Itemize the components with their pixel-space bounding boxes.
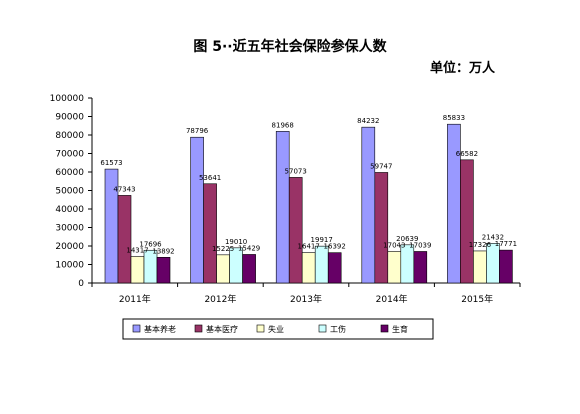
bar	[301, 252, 316, 284]
y-tick-label: 20000	[55, 242, 84, 252]
data-label: 20639	[396, 235, 418, 243]
data-label: 81968	[272, 121, 294, 129]
data-label: 17696	[139, 240, 162, 248]
x-category-label: 2011年	[119, 293, 151, 305]
bar	[413, 251, 428, 284]
bar	[117, 195, 132, 284]
x-category-label: 2014年	[376, 293, 408, 305]
y-tick-label: 80000	[55, 131, 84, 141]
data-label: 17326	[469, 241, 492, 249]
data-label: 15225	[212, 245, 234, 253]
axes: 0 10000 20000 30000 40000 50000 60000 70000 8000…	[50, 94, 521, 305]
bar	[314, 245, 329, 284]
data-label: 57073	[285, 167, 307, 175]
x-category-label: 2013年	[290, 293, 322, 305]
data-label: 17043	[383, 241, 405, 249]
legend-swatch	[318, 324, 327, 333]
data-label: 19010	[225, 238, 247, 246]
data-label: 16392	[324, 243, 346, 251]
unit-label: 单位：万人	[430, 61, 496, 76]
legend-label: 失业	[268, 324, 284, 334]
data-label: 59747	[370, 162, 392, 170]
bar	[288, 177, 303, 284]
bar	[447, 123, 461, 284]
data-label: 13892	[152, 247, 174, 255]
data-label: 17039	[409, 241, 431, 249]
legend-box	[122, 318, 434, 340]
y-tick-label: 50000	[55, 187, 84, 197]
data-label: 21432	[482, 233, 504, 241]
data-label: 61573	[100, 159, 122, 167]
data-label: 15429	[238, 244, 260, 252]
y-tick-label: 70000	[55, 150, 84, 160]
legend-swatch	[132, 324, 141, 333]
bar	[275, 131, 290, 284]
legend-label: 基本养老	[144, 324, 176, 334]
data-label: 19917	[311, 236, 333, 244]
legend-swatch	[256, 324, 265, 333]
legend-label: 基本医疗	[206, 324, 238, 334]
y-tick-label: 40000	[55, 205, 84, 215]
bar	[374, 172, 389, 284]
bar	[361, 126, 376, 284]
y-tick-label: 0	[78, 279, 84, 289]
legend-swatch	[380, 324, 389, 333]
data-label: 53641	[199, 174, 221, 182]
data-label: 17771	[495, 240, 517, 248]
x-category-label: 2015年	[461, 293, 493, 305]
bar	[229, 247, 243, 284]
bar	[486, 243, 500, 284]
data-label: 78796	[186, 127, 209, 135]
bar	[387, 251, 402, 284]
legend-label: 生育	[392, 324, 408, 334]
y-tick-label: 10000	[55, 261, 84, 271]
data-label: 14317	[126, 247, 148, 255]
data-label: 66582	[456, 150, 478, 158]
bars	[104, 123, 513, 284]
y-tick-label: 90000	[55, 113, 84, 123]
bar	[327, 252, 342, 284]
data-label: 84232	[357, 117, 379, 125]
y-tick-label: 100000	[50, 94, 85, 104]
bar	[130, 256, 145, 284]
bar	[242, 254, 256, 284]
bar	[190, 136, 204, 284]
x-category-label: 2012年	[204, 293, 236, 305]
bar	[216, 254, 230, 284]
bar	[156, 256, 171, 284]
legend-label: 工伤	[330, 324, 346, 334]
bar	[400, 244, 415, 284]
data-label: 47343	[113, 185, 135, 193]
legend: 基本养老 基本医疗 失业 工伤 生育	[122, 318, 434, 340]
chart-title: 图 5··近五年社会保险参保人数	[193, 39, 387, 55]
data-label: 85833	[443, 114, 465, 122]
bar	[499, 249, 513, 284]
data-labels: 61573 78796 81968 84232 85833 47343 53641 57073…	[100, 114, 517, 255]
bar	[460, 159, 474, 284]
bar	[473, 250, 487, 284]
bar	[203, 183, 217, 284]
y-tick-label: 60000	[55, 168, 84, 178]
data-label: 16417	[298, 243, 320, 251]
y-tick-label: 30000	[55, 224, 84, 234]
legend-swatch	[194, 324, 203, 333]
